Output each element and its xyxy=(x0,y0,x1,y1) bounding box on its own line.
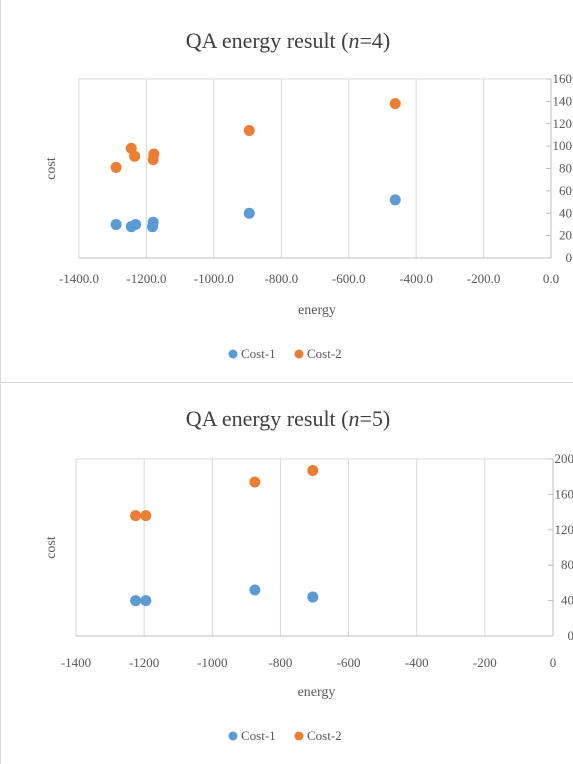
x-tick-label: -1400 xyxy=(61,655,91,670)
y-tick-label: 0 xyxy=(566,250,573,265)
legend-marker-cost-2 xyxy=(294,731,304,741)
data-point-cost-2 xyxy=(129,150,141,162)
legend-marker-cost-1 xyxy=(228,349,238,359)
y-tick-label: 100 xyxy=(553,138,573,153)
x-tick-label: -1000 xyxy=(197,655,227,670)
x-tick-label: -600.0 xyxy=(332,271,366,286)
legend-label-cost-1: Cost-1 xyxy=(241,728,276,743)
chart-title-prefix: QA energy result ( xyxy=(186,28,349,53)
data-point-cost-1 xyxy=(389,194,401,206)
scatter-chart-n5: QA energy result (n=5) 0 40 80 120 160 200 -140… xyxy=(44,406,573,743)
y-tick-label: 200 xyxy=(555,451,573,466)
data-point-cost-1 xyxy=(243,207,255,219)
x-tick-label: -200 xyxy=(473,655,497,670)
data-point-cost-1 xyxy=(140,595,152,607)
data-point-cost-2 xyxy=(249,476,261,488)
legend-marker-cost-2 xyxy=(294,349,304,359)
data-point-cost-2 xyxy=(307,465,319,477)
data-point-cost-2 xyxy=(140,510,152,522)
y-tick-label: 80 xyxy=(561,557,573,572)
data-point-cost-1 xyxy=(307,591,319,603)
y-tick-label: 120 xyxy=(553,116,573,131)
y-axis-title: cost xyxy=(44,157,59,180)
x-tick-label: -1400.0 xyxy=(59,271,99,286)
chart-title: QA energy result (n=4) xyxy=(186,28,390,53)
legend-label-cost-1: Cost-1 xyxy=(241,346,276,361)
y-tick-label: 120 xyxy=(555,522,573,537)
y-tick-label: 160 xyxy=(553,71,573,86)
legend-marker-cost-1 xyxy=(228,731,238,741)
y-tick-label: 0 xyxy=(568,628,573,643)
data-point-cost-2 xyxy=(130,510,142,522)
x-tick-label: -400 xyxy=(405,655,429,670)
data-point-cost-1 xyxy=(110,218,122,230)
data-point-cost-2 xyxy=(243,124,255,136)
chart-title: QA energy result (n=5) xyxy=(186,406,390,431)
y-tick-label: 60 xyxy=(559,183,572,198)
y-tick-label: 80 xyxy=(559,161,572,176)
y-tick-label: 140 xyxy=(553,93,573,108)
y-tick-label: 40 xyxy=(561,593,573,608)
x-axis-title: energy xyxy=(298,685,336,700)
x-tick-label: -1200 xyxy=(129,655,159,670)
y-tick-label: 20 xyxy=(559,228,572,243)
x-tick-label: 0 xyxy=(550,655,557,670)
x-tick-label: -200.0 xyxy=(467,271,501,286)
y-tick-label: 160 xyxy=(555,486,573,501)
data-point-cost-2 xyxy=(148,148,160,160)
chart-title-prefix: QA energy result ( xyxy=(186,406,349,431)
data-point-cost-1 xyxy=(147,216,159,228)
y-tick-label: 40 xyxy=(559,205,572,220)
x-tick-label: -1000.0 xyxy=(194,271,234,286)
chart-title-suffix: =5) xyxy=(360,406,391,431)
data-point-cost-2 xyxy=(389,98,401,110)
legend-label-cost-2: Cost-2 xyxy=(307,346,342,361)
x-tick-label: -1200.0 xyxy=(126,271,166,286)
data-point-cost-1 xyxy=(130,218,142,230)
x-tick-label: -800 xyxy=(269,655,293,670)
y-axis-title: cost xyxy=(44,536,59,559)
chart-title-variable: n xyxy=(349,28,360,53)
x-tick-label: -600 xyxy=(337,655,361,670)
data-point-cost-1 xyxy=(249,584,261,596)
x-axis-title: energy xyxy=(298,303,336,318)
chart-panel-n4: QA energy result (n=4) 0 20 40 60 80 100 120 140… xyxy=(0,0,573,383)
chart-title-suffix: =4) xyxy=(360,28,391,53)
scatter-chart-n4: QA energy result (n=4) 0 20 40 60 80 100 120 140… xyxy=(44,28,573,361)
data-point-cost-1 xyxy=(130,595,142,607)
x-tick-label: -800.0 xyxy=(264,271,298,286)
data-point-cost-2 xyxy=(110,161,122,173)
legend-label-cost-2: Cost-2 xyxy=(307,728,342,743)
x-tick-label: -400.0 xyxy=(399,271,433,286)
chart-panel-n5: QA energy result (n=5) 0 40 80 120 160 200 -140… xyxy=(0,384,573,764)
chart-title-variable: n xyxy=(349,406,360,431)
x-tick-label: 0.0 xyxy=(543,271,559,286)
